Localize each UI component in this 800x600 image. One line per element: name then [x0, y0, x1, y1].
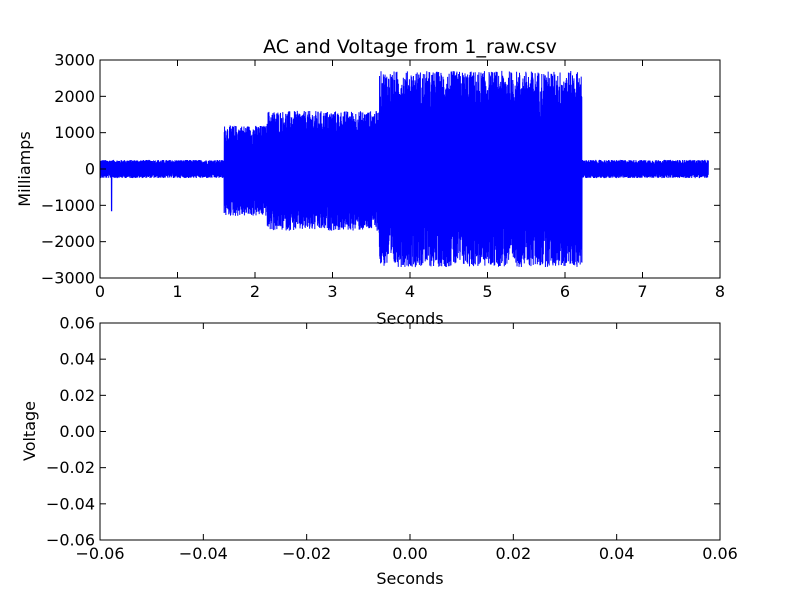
voltage-xtick-label: 0.02	[496, 544, 532, 563]
voltage-axes: −0.06 −0.04 −0.02 0.00 0.02 0.04 0.06 −0.06 −0.0…	[20, 314, 738, 589]
current-ytick-label: 2000	[54, 87, 95, 106]
current-ytick-label: 1000	[54, 123, 95, 142]
voltage-ytick-label: 0.04	[59, 350, 95, 369]
current-ytick-label: −3000	[41, 269, 95, 288]
current-xtick-label: 0	[95, 282, 105, 301]
voltage-ytick-label: 0.02	[59, 386, 95, 405]
voltage-ytick-label: 0.00	[59, 422, 95, 441]
current-xtick-label: 1	[172, 282, 182, 301]
voltage-ytick-label: 0.06	[59, 314, 95, 333]
current-xtick-label: 4	[405, 282, 415, 301]
voltage-y-axis-label: Voltage	[20, 401, 39, 461]
current-axes-frame	[99, 59, 721, 279]
current-xtick-label: 8	[715, 282, 725, 301]
current-xtick-label: 6	[560, 282, 570, 301]
current-xtick-label: 2	[250, 282, 260, 301]
current-ytick-label: −1000	[41, 196, 95, 215]
chart-title: AC and Voltage from 1_raw.csv	[263, 36, 557, 58]
ac-current-series-line	[99, 70, 709, 268]
voltage-xtick-label: −0.04	[179, 544, 228, 563]
current-ytick-label: −2000	[41, 232, 95, 251]
current-xtick-label: 7	[637, 282, 647, 301]
current-plot-area	[99, 70, 709, 268]
voltage-ytick-label: −0.02	[46, 458, 95, 477]
current-ytick-label: 3000	[54, 51, 95, 70]
voltage-xtick-label: −0.02	[282, 544, 331, 563]
current-xtick-label: 3	[327, 282, 337, 301]
voltage-xtick-label: 0.06	[702, 544, 738, 563]
current-ytick-label: 0	[85, 160, 95, 179]
voltage-ticks: −0.06 −0.04 −0.02 0.00 0.02 0.04 0.06 −0.06 −0.0…	[46, 314, 738, 564]
voltage-ytick-label: −0.04	[46, 494, 95, 513]
voltage-xtick-label: −0.06	[75, 544, 124, 563]
current-xtick-label: 5	[482, 282, 492, 301]
voltage-xtick-label: 0.04	[599, 544, 635, 563]
voltage-ytick-label: −0.06	[46, 531, 95, 550]
voltage-xtick-label: 0.00	[392, 544, 428, 563]
voltage-axes-frame	[99, 322, 721, 541]
current-y-axis-label: Milliamps	[15, 131, 34, 206]
voltage-x-axis-label: Seconds	[376, 569, 443, 588]
